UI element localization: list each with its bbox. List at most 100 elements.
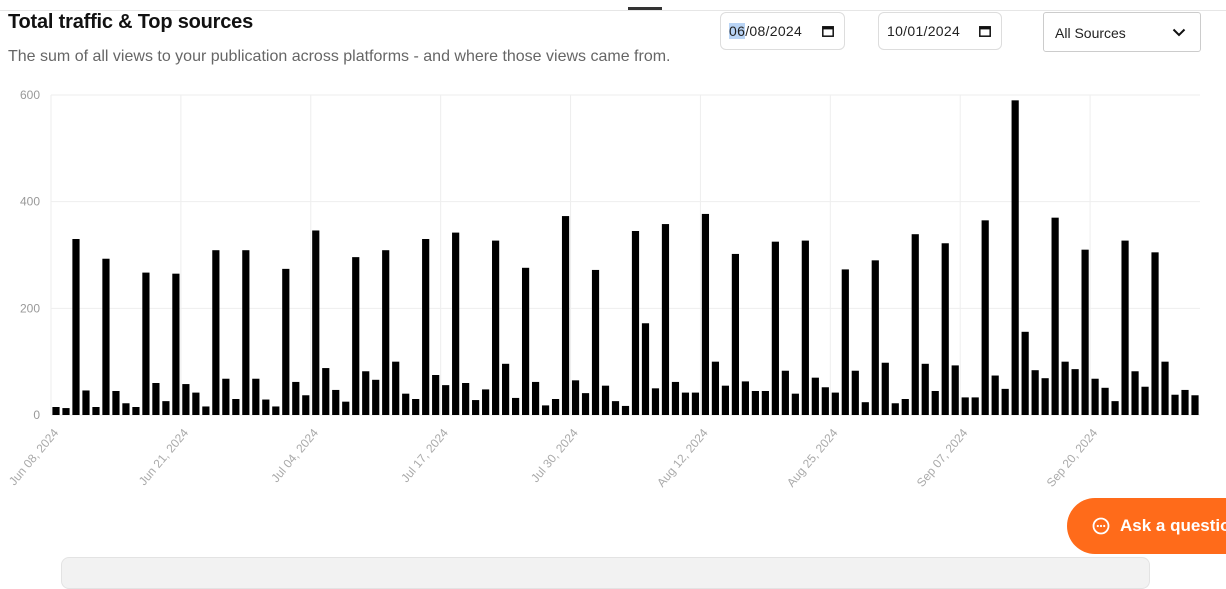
chart-bars (52, 100, 1199, 415)
bar (342, 401, 350, 415)
bar (1071, 369, 1079, 415)
x-tick-label: Jun 21, 2024 (136, 426, 192, 488)
bar (312, 230, 320, 415)
bar (122, 403, 130, 415)
bar (741, 381, 749, 415)
bar (981, 220, 989, 415)
source-select[interactable]: All Sources (1043, 12, 1201, 52)
bar (791, 393, 799, 415)
bar (1041, 378, 1049, 415)
bar (282, 268, 290, 415)
calendar-icon[interactable] (979, 25, 991, 37)
chat-bubble-icon (1092, 517, 1110, 535)
bar (242, 250, 250, 415)
bar (651, 388, 660, 415)
bar (861, 402, 869, 415)
bar (731, 253, 740, 415)
bar (611, 401, 620, 415)
source-select-value: All Sources (1055, 25, 1126, 41)
page-subtitle: The sum of all views to your publication… (8, 48, 671, 65)
bar (1021, 331, 1029, 415)
bar (681, 392, 690, 415)
bar (422, 239, 430, 415)
bar (92, 407, 100, 415)
bar (72, 239, 80, 415)
bar (382, 250, 390, 415)
bar (511, 397, 520, 415)
bar (821, 387, 829, 415)
bar (871, 260, 879, 415)
bar (332, 389, 340, 415)
bar (1121, 240, 1129, 415)
page-title: Total traffic & Top sources (8, 11, 254, 33)
bar (551, 399, 560, 415)
bar (172, 273, 180, 415)
bar (1151, 252, 1159, 415)
bar (402, 393, 410, 415)
bar (492, 240, 500, 415)
bar (911, 234, 919, 415)
bar (571, 380, 580, 415)
bar (541, 405, 550, 415)
bar (1091, 378, 1099, 415)
bar (631, 231, 640, 415)
bar (162, 401, 170, 415)
bar (641, 323, 650, 415)
bar (961, 397, 969, 415)
bar (771, 241, 779, 415)
calendar-icon[interactable] (822, 25, 834, 37)
bar (1001, 388, 1009, 415)
bar (182, 384, 190, 415)
x-tick-label: Sep 20, 2024 (1044, 426, 1101, 490)
bar (322, 368, 330, 415)
bar (1111, 401, 1119, 415)
bar (52, 407, 60, 415)
bar (531, 381, 540, 415)
bar (581, 393, 590, 415)
start-date-rest: /08/2024 (745, 23, 803, 39)
bar (591, 269, 600, 415)
bar (302, 395, 310, 415)
bar (82, 390, 90, 415)
end-date-value: 10/01/2024 (887, 23, 961, 39)
bar (1181, 389, 1189, 415)
x-tick-label: Sep 07, 2024 (914, 426, 971, 490)
x-tick-label: Jul 17, 2024 (398, 426, 451, 485)
bar (521, 267, 530, 415)
bar (372, 379, 380, 415)
chevron-down-icon (1172, 28, 1186, 37)
bar (102, 258, 110, 415)
bar (62, 408, 70, 415)
start-date-input[interactable]: 06/08/2024 (720, 12, 845, 50)
x-axis: Jun 08, 2024 Jun 21, 2024 Jul 04, 2024 Jul … (6, 426, 1101, 490)
end-date-input[interactable]: 10/01/2024 (878, 12, 1002, 50)
bar (601, 385, 610, 415)
bar (991, 375, 999, 415)
bar (252, 378, 260, 415)
bar (192, 392, 200, 415)
bar (442, 385, 450, 415)
bar (222, 378, 230, 415)
bar (412, 399, 420, 415)
bar (352, 257, 360, 415)
y-tick-label: 600 (20, 88, 40, 102)
ask-question-button[interactable]: Ask a questio (1067, 498, 1226, 554)
y-tick-label: 400 (20, 195, 40, 209)
bar (1131, 371, 1139, 415)
bar (971, 397, 979, 415)
bar (452, 232, 460, 415)
bar (661, 224, 670, 415)
bar (202, 406, 210, 415)
bar (432, 375, 440, 415)
chart-grid (50, 94, 1200, 416)
x-tick-label: Jul 04, 2024 (268, 426, 321, 485)
bar (152, 383, 160, 415)
bar (462, 383, 470, 415)
next-panel-card (61, 557, 1150, 589)
bar (142, 272, 150, 415)
bar (921, 363, 929, 415)
bar (841, 269, 849, 415)
bar (811, 377, 819, 415)
bar (112, 391, 120, 415)
bar (831, 392, 839, 415)
